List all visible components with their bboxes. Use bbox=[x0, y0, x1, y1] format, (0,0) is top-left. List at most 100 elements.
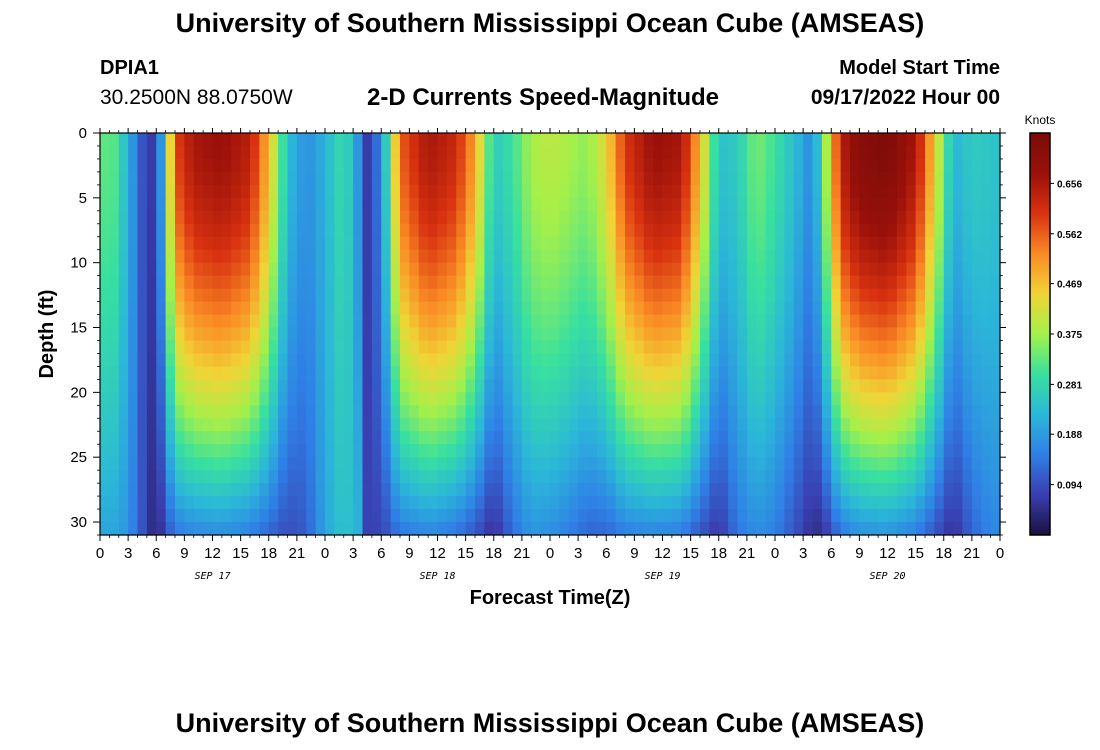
heatmap-cell bbox=[400, 158, 410, 173]
heatmap-cell bbox=[962, 223, 973, 238]
heatmap-cell bbox=[840, 210, 851, 225]
heatmap-cell bbox=[475, 509, 485, 523]
heatmap-cell bbox=[643, 210, 654, 225]
heatmap-cell bbox=[878, 158, 889, 173]
heatmap-cell bbox=[784, 158, 795, 173]
heatmap-cell bbox=[381, 522, 392, 536]
heatmap-cell bbox=[362, 496, 373, 510]
heatmap-cell bbox=[803, 158, 814, 173]
heatmap-cell bbox=[446, 366, 457, 380]
heatmap-cell bbox=[606, 496, 617, 510]
heatmap-cell bbox=[943, 392, 954, 406]
heatmap-cell bbox=[334, 288, 345, 303]
heatmap-cell bbox=[550, 301, 560, 316]
heatmap-cell bbox=[268, 340, 279, 355]
heatmap-cell bbox=[484, 249, 495, 264]
heatmap-cell bbox=[662, 327, 673, 342]
heatmap-cell bbox=[662, 379, 673, 393]
heatmap-cell bbox=[681, 171, 692, 186]
heatmap-cell bbox=[343, 340, 354, 355]
heatmap-cell bbox=[568, 392, 579, 406]
heatmap-cell bbox=[456, 210, 467, 225]
heatmap-cell bbox=[446, 379, 457, 393]
heatmap-cell bbox=[559, 210, 570, 225]
heatmap-cell bbox=[718, 288, 729, 303]
heatmap-cell bbox=[212, 275, 223, 290]
heatmap-cell bbox=[681, 353, 692, 368]
heatmap-cell bbox=[934, 379, 945, 393]
heatmap-cell bbox=[784, 223, 795, 238]
heatmap-cell bbox=[643, 470, 654, 484]
heatmap-cell bbox=[296, 171, 307, 186]
heatmap-cell bbox=[456, 262, 467, 277]
heatmap-cell bbox=[128, 197, 139, 212]
heatmap-cell bbox=[428, 145, 439, 160]
heatmap-cell bbox=[418, 197, 429, 212]
heatmap-cell bbox=[550, 496, 560, 510]
heatmap-cell bbox=[803, 249, 814, 264]
heatmap-cell bbox=[362, 197, 373, 212]
heatmap-cell bbox=[287, 509, 298, 523]
heatmap-cell bbox=[793, 457, 804, 471]
heatmap-cell bbox=[503, 236, 514, 251]
heatmap-cell bbox=[137, 145, 148, 160]
heatmap-cell bbox=[503, 262, 514, 277]
heatmap-cell bbox=[681, 145, 692, 160]
heatmap-cell bbox=[521, 301, 532, 316]
heatmap-cell bbox=[671, 171, 682, 186]
heatmap-cell bbox=[268, 431, 279, 445]
heatmap-cell bbox=[409, 158, 420, 173]
heatmap-cell bbox=[728, 327, 739, 342]
heatmap-cell bbox=[812, 353, 823, 368]
heatmap-cell bbox=[484, 392, 495, 406]
heatmap-cell bbox=[465, 457, 476, 471]
heatmap-cell bbox=[428, 379, 439, 393]
heatmap-cell bbox=[484, 171, 495, 186]
heatmap-cell bbox=[156, 353, 167, 368]
heatmap-cell bbox=[925, 288, 935, 303]
heatmap-cell bbox=[353, 431, 364, 445]
heatmap-cell bbox=[550, 431, 560, 445]
heatmap-cell bbox=[653, 223, 664, 238]
heatmap-cell bbox=[109, 496, 120, 510]
heatmap-cell bbox=[831, 522, 842, 536]
heatmap-cell bbox=[737, 509, 748, 523]
heatmap-cell bbox=[353, 470, 364, 484]
heatmap-cell bbox=[109, 522, 120, 536]
heatmap-cell bbox=[756, 496, 767, 510]
heatmap-cell bbox=[484, 509, 495, 523]
heatmap-cell bbox=[587, 288, 598, 303]
heatmap-cell bbox=[221, 145, 232, 160]
heatmap-cell bbox=[671, 496, 682, 510]
heatmap-cell bbox=[934, 431, 945, 445]
heatmap-cell bbox=[437, 288, 448, 303]
heatmap-cell bbox=[118, 366, 129, 380]
heatmap-cell bbox=[259, 184, 270, 199]
heatmap-cell bbox=[953, 236, 964, 251]
heatmap-cell bbox=[100, 509, 110, 523]
heatmap-cell bbox=[521, 496, 532, 510]
heatmap-cell bbox=[840, 197, 851, 212]
heatmap-cell bbox=[343, 405, 354, 419]
heatmap-cell bbox=[287, 379, 298, 393]
heatmap-cell bbox=[765, 249, 776, 264]
heatmap-cell bbox=[578, 210, 589, 225]
heatmap-cell bbox=[493, 210, 504, 225]
heatmap-cell bbox=[971, 457, 982, 471]
heatmap-cell bbox=[137, 509, 148, 523]
heatmap-cell bbox=[634, 145, 645, 160]
heatmap-cell bbox=[831, 431, 842, 445]
heatmap-cell bbox=[934, 171, 945, 186]
heatmap-cell bbox=[821, 288, 832, 303]
heatmap-cell bbox=[896, 483, 907, 497]
heatmap-cell bbox=[896, 405, 907, 419]
heatmap-cell bbox=[203, 522, 214, 536]
heatmap-cell bbox=[203, 236, 214, 251]
heatmap-cell bbox=[643, 133, 654, 147]
heatmap-cell bbox=[409, 340, 420, 355]
heatmap-cell bbox=[896, 249, 907, 264]
heatmap-cell bbox=[775, 133, 785, 147]
heatmap-cell bbox=[700, 457, 710, 471]
heatmap-cell bbox=[446, 145, 457, 160]
heatmap-cell bbox=[128, 301, 139, 316]
